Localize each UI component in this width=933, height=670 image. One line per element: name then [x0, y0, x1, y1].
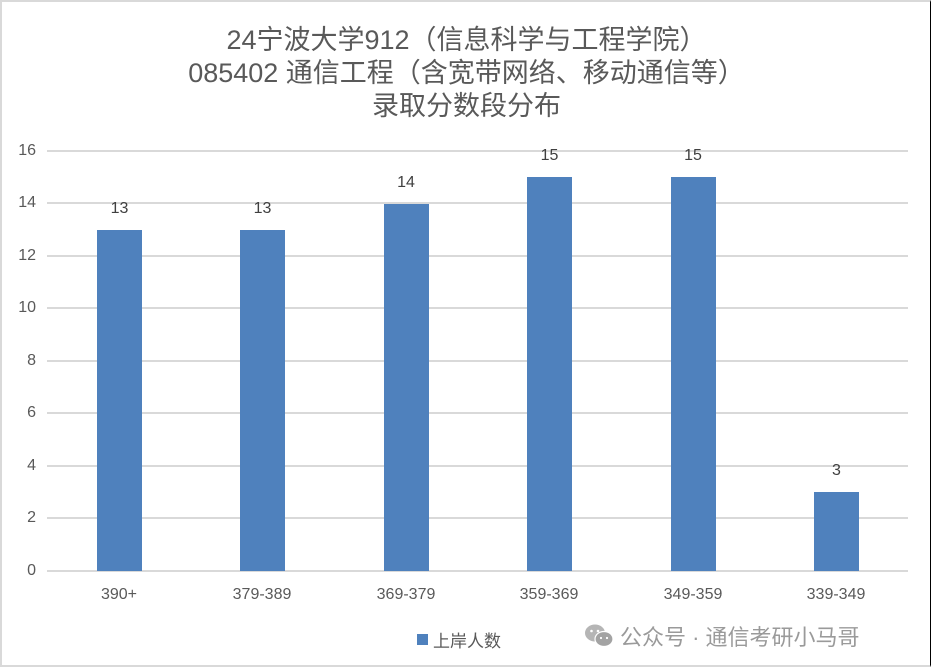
bar: [670, 177, 716, 571]
chart-title-line-1: 24宁波大学912（信息科学与工程学院）: [226, 25, 707, 55]
bar: [97, 229, 142, 571]
data-label: 14: [397, 173, 415, 191]
x-tick-label: 359-369: [519, 586, 579, 603]
x-tick-label: 379-389: [232, 586, 292, 603]
legend-swatch: [417, 634, 428, 645]
y-tick-8: 8: [27, 352, 36, 369]
data-label: 15: [684, 147, 702, 165]
gridline: [47, 465, 908, 467]
gridline: [47, 150, 908, 152]
y-tick-4: 4: [27, 457, 36, 474]
y-tick-12: 12: [18, 247, 36, 264]
bar: [814, 492, 859, 571]
data-label: 13: [110, 199, 129, 217]
gridline: [47, 307, 908, 309]
gridline: [47, 517, 908, 519]
chart-title: 24宁波大学912（信息科学与工程学院） 085402 通信工程（含宽带网络、移…: [0, 24, 933, 123]
gridline: [47, 412, 908, 414]
chart-title-line-3: 录取分数段分布: [372, 91, 561, 121]
plot-area: [47, 150, 908, 572]
x-tick-label: 349-359: [663, 586, 723, 603]
watermark-text: 公众号 · 通信考研小马哥: [620, 625, 860, 650]
watermark: 公众号 · 通信考研小马哥: [584, 620, 860, 652]
legend: 上岸人数: [417, 627, 501, 652]
gridline: [47, 255, 908, 257]
bar: [240, 229, 285, 571]
y-tick-14: 14: [18, 194, 36, 211]
gridline: [47, 202, 908, 204]
chart-title-line-2: 085402 通信工程（含宽带网络、移动通信等）: [188, 58, 745, 88]
y-tick-6: 6: [27, 404, 36, 421]
bar: [383, 203, 429, 571]
bar: [527, 177, 572, 571]
x-tick-label: 390+: [100, 586, 138, 603]
y-tick-2: 2: [27, 509, 36, 526]
y-tick-10: 10: [18, 299, 36, 316]
data-label: 15: [540, 147, 559, 165]
x-tick-label: 369-379: [376, 586, 436, 603]
y-tick-16: 16: [18, 142, 36, 159]
x-tick-label: 339-349: [806, 586, 866, 603]
y-tick-0: 0: [27, 562, 36, 579]
gridline: [47, 360, 908, 362]
data-label: 3: [832, 462, 841, 480]
data-label: 13: [253, 199, 272, 217]
legend-label: 上岸人数: [433, 632, 501, 651]
x-axis-line: [47, 570, 908, 572]
wechat-icon: [585, 624, 614, 648]
